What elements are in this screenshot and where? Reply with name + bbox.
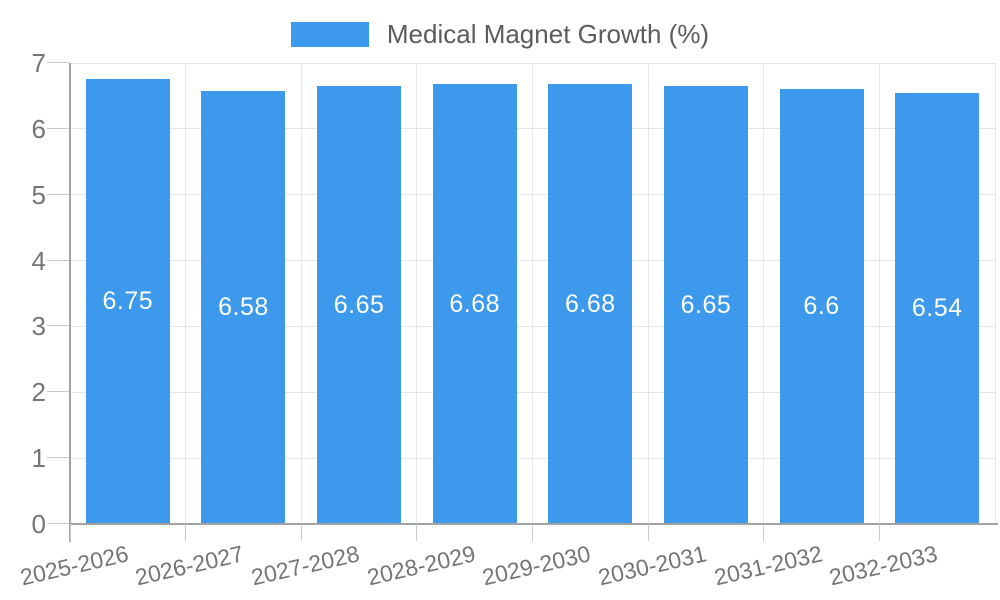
y-axis-label: 5 bbox=[31, 179, 46, 210]
x-axis-label: 2025-2026 bbox=[17, 540, 131, 591]
gridline-vertical bbox=[416, 63, 418, 524]
legend-item[interactable]: Medical Magnet Growth (%) bbox=[290, 19, 710, 50]
gridline-vertical bbox=[532, 63, 533, 524]
legend-swatch bbox=[290, 22, 369, 47]
bar-2025-2026[interactable]: 6.75 bbox=[85, 79, 170, 524]
bar-value-label: 6.54 bbox=[911, 294, 963, 323]
y-axis-label: 6 bbox=[31, 113, 46, 144]
gridline-vertical bbox=[994, 63, 996, 524]
bar-value-label: 6.65 bbox=[333, 290, 385, 319]
x-axis-tick bbox=[69, 524, 71, 541]
x-axis-tick bbox=[763, 524, 765, 541]
bar-2027-2028[interactable]: 6.65 bbox=[317, 86, 402, 524]
y-axis-label: 7 bbox=[31, 48, 46, 78]
bar-2032-2033[interactable]: 6.54 bbox=[895, 93, 980, 524]
y-axis-tick bbox=[47, 193, 69, 195]
plot-area: 6.75 6.58 6.65 6.68 6.68 6.65 6.6 6.54 bbox=[70, 62, 996, 524]
y-axis-label: 2 bbox=[31, 377, 46, 408]
x-axis-label: 2032-2033 bbox=[826, 540, 940, 591]
gridline-vertical bbox=[185, 63, 187, 524]
gridline-vertical bbox=[647, 63, 649, 524]
bar-2026-2027[interactable]: 6.58 bbox=[201, 90, 286, 524]
bar-value-label: 6.75 bbox=[102, 287, 154, 316]
gridline-vertical bbox=[763, 63, 765, 524]
x-axis-tick bbox=[300, 524, 302, 541]
gridline-vertical bbox=[878, 63, 880, 524]
y-axis-label: 1 bbox=[31, 443, 46, 474]
y-axis-tick bbox=[47, 523, 69, 524]
x-axis-label: 2031-2032 bbox=[711, 540, 825, 591]
bar-value-label: 6.68 bbox=[449, 289, 501, 318]
x-axis-label: 2029-2030 bbox=[480, 540, 594, 591]
bar-2030-2031[interactable]: 6.65 bbox=[663, 86, 748, 524]
x-axis-tick bbox=[532, 524, 533, 541]
y-axis-tick bbox=[47, 127, 69, 129]
y-axis-tick bbox=[47, 391, 69, 393]
y-axis-label: 4 bbox=[31, 245, 46, 276]
x-axis-label: 2026-2027 bbox=[133, 540, 247, 591]
bar-2031-2032[interactable]: 6.6 bbox=[779, 89, 864, 524]
x-axis-label: 2027-2028 bbox=[248, 540, 362, 591]
y-axis-label: 3 bbox=[31, 311, 46, 342]
legend: Medical Magnet Growth (%) bbox=[0, 19, 1000, 50]
y-axis-tick bbox=[47, 62, 69, 63]
bars-layer: 6.75 6.58 6.65 6.68 6.68 6.65 6.6 6.54 bbox=[70, 63, 995, 524]
x-axis-tick bbox=[185, 524, 187, 541]
y-axis-tick bbox=[47, 457, 69, 459]
y-axis-tick bbox=[47, 259, 69, 261]
x-axis-label: 2030-2031 bbox=[595, 540, 709, 591]
bar-2029-2030[interactable]: 6.68 bbox=[548, 84, 633, 524]
x-axis-tick bbox=[647, 524, 649, 541]
y-axis-tick bbox=[47, 325, 69, 327]
grid-layer bbox=[70, 62, 996, 524]
y-axis-line bbox=[69, 63, 71, 542]
y-axis-label: 0 bbox=[31, 509, 46, 539]
x-axis-tick bbox=[416, 524, 418, 541]
x-axis-label: 2028-2029 bbox=[364, 540, 478, 591]
legend-label: Medical Magnet Growth (%) bbox=[386, 19, 710, 49]
gridline-vertical bbox=[300, 63, 302, 524]
bar-value-label: 6.6 bbox=[803, 292, 840, 321]
bar-value-label: 6.68 bbox=[564, 289, 616, 318]
bar-value-label: 6.58 bbox=[218, 292, 269, 321]
bar-value-label: 6.65 bbox=[680, 290, 732, 319]
x-axis-tick bbox=[878, 524, 880, 541]
bar-2028-2029[interactable]: 6.68 bbox=[432, 84, 517, 524]
x-axis-baseline bbox=[70, 523, 998, 525]
